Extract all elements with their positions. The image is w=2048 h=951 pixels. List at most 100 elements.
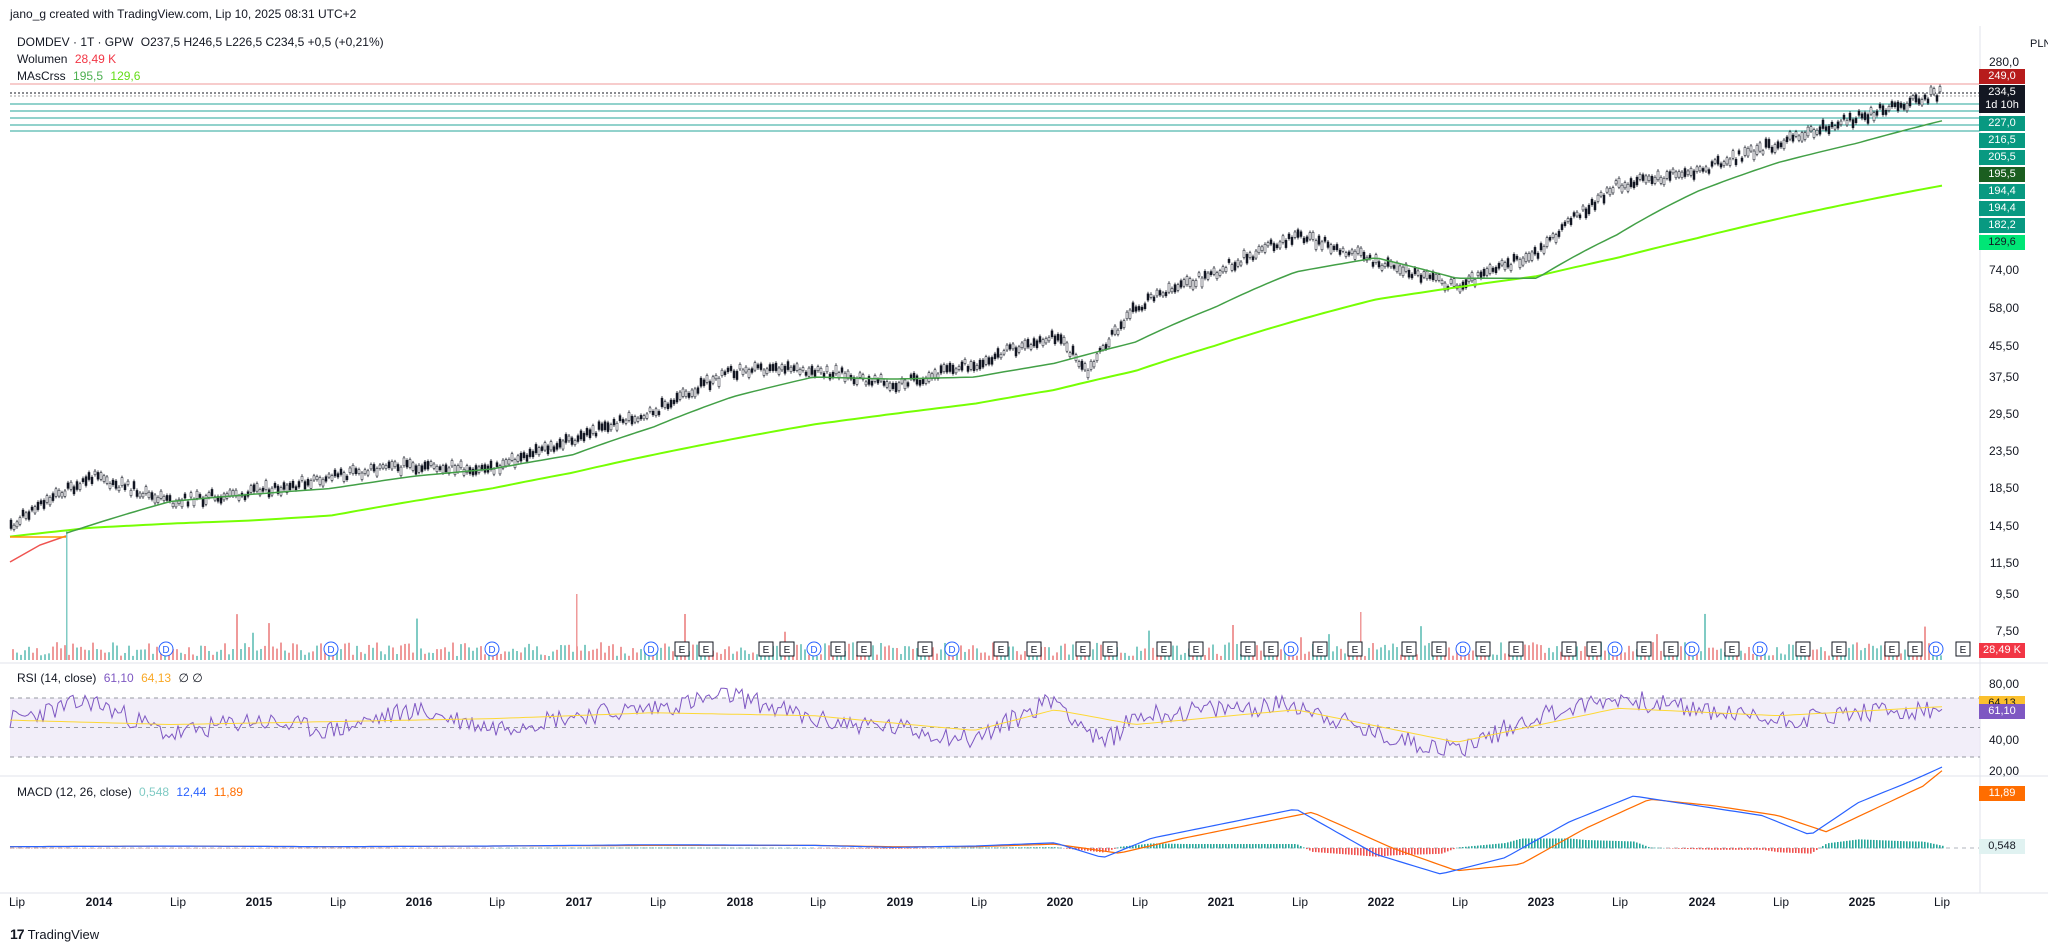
volume-bar [856, 655, 858, 660]
price-label-pill: 28,49 K [1979, 643, 2025, 658]
earnings-marker-label: E [1641, 645, 1648, 656]
macd-hist-bar [1219, 844, 1221, 849]
volume-bar [176, 649, 178, 660]
candle-body [1278, 241, 1282, 249]
volume-bar [508, 651, 510, 660]
volume-bar [1800, 655, 1802, 660]
candle-body [258, 489, 262, 496]
volume-bar [380, 651, 382, 660]
macd-hist-bar [1762, 848, 1764, 850]
candle-body [165, 495, 169, 501]
volume-bar [396, 654, 398, 660]
macd-hist-bar [1474, 845, 1476, 849]
volume-bar [344, 643, 346, 660]
volume-bar [684, 613, 686, 660]
macd-hist-bar [1417, 848, 1419, 855]
macd-hist-bar [1000, 847, 1002, 849]
macd-hist-bar [706, 847, 708, 849]
macd-hist-bar [1270, 844, 1272, 849]
macd-hist-bar [1426, 848, 1428, 855]
macd-hist-bar [1336, 848, 1338, 854]
macd-hist-bar [1168, 843, 1170, 849]
candle-body [1470, 272, 1474, 282]
currency-label[interactable]: PLN [2030, 38, 2048, 50]
volume-bar [1452, 655, 1454, 660]
candle-body [150, 492, 154, 500]
candle-body [1077, 361, 1081, 367]
candle-body [1347, 251, 1351, 256]
candle-body [660, 397, 664, 407]
volume-bar [1400, 654, 1402, 660]
candle-body [906, 382, 910, 387]
candle-body [1296, 229, 1300, 238]
volume-bar [1308, 651, 1310, 660]
macd-hist-bar [1291, 844, 1293, 849]
candle-body [1260, 246, 1264, 251]
candle-body [1353, 250, 1357, 260]
candle-body [534, 444, 538, 454]
candle-body [147, 491, 151, 498]
candle-body [777, 367, 781, 375]
candle-body [1275, 244, 1279, 249]
ma-slow-line [9, 184, 1943, 538]
macd-hist-bar [1654, 847, 1656, 849]
ma-fast-line [66, 120, 1943, 534]
dividend-marker [484, 641, 500, 657]
candle-body [1563, 221, 1567, 226]
volume-bar [1808, 653, 1810, 660]
macd-hist-bar [1687, 848, 1689, 849]
candle-body [1869, 107, 1873, 115]
dividend-marker [1455, 641, 1471, 657]
volume-bar [480, 646, 482, 660]
macd-hist-bar [1453, 848, 1455, 850]
volume-bar [96, 649, 98, 660]
candle-body [627, 412, 631, 421]
macd-hist-bar [1198, 844, 1200, 849]
candle-body [531, 451, 535, 458]
volume-bar [1056, 652, 1058, 660]
candle-body [1314, 240, 1318, 250]
candle-body [1005, 344, 1009, 351]
macd-hist-bar [1564, 838, 1566, 849]
volume-bar [1332, 651, 1334, 660]
candle-body [378, 464, 382, 469]
candle-body [1596, 194, 1600, 202]
volume-bar [924, 654, 926, 660]
candle-body [1701, 168, 1705, 172]
candle-body [327, 473, 331, 478]
candle-body [27, 511, 31, 520]
candle-body [1542, 246, 1546, 254]
candle-body [24, 512, 28, 519]
volume-bar [804, 649, 806, 660]
candle-body [1737, 150, 1741, 155]
volume-bar [388, 645, 390, 660]
volume-bar [1216, 653, 1218, 660]
candle-body [252, 484, 256, 492]
macd-hist-bar [1549, 838, 1551, 849]
macd-hist-bar [1705, 848, 1707, 850]
macd-hist-bar [1492, 844, 1494, 849]
candle-body [1530, 251, 1534, 261]
macd-hist-bar [1840, 841, 1842, 849]
candle-body [1137, 306, 1141, 311]
macd-hist-bar [1915, 841, 1917, 849]
macd-hist-bar [1825, 844, 1827, 849]
macd-hist-bar [1285, 844, 1287, 849]
volume-bar [1232, 624, 1234, 660]
macd-hist-bar [1396, 848, 1398, 856]
candle-body [12, 524, 16, 530]
macd-hist-bar [1594, 840, 1596, 849]
candle-body [273, 483, 277, 488]
dividend-marker-label: D [488, 645, 495, 656]
macd-hist-bar [1003, 847, 1005, 849]
candle-body [1332, 245, 1336, 250]
candle-body [30, 506, 34, 511]
macd-hist-bar [1234, 844, 1236, 849]
volume-bar [1880, 645, 1882, 660]
macd-hist-bar [1381, 848, 1383, 857]
volume-bar [1316, 653, 1318, 660]
candle-body [1842, 114, 1846, 120]
dividend-marker-label: D [327, 645, 334, 656]
candle-body [1500, 260, 1504, 266]
